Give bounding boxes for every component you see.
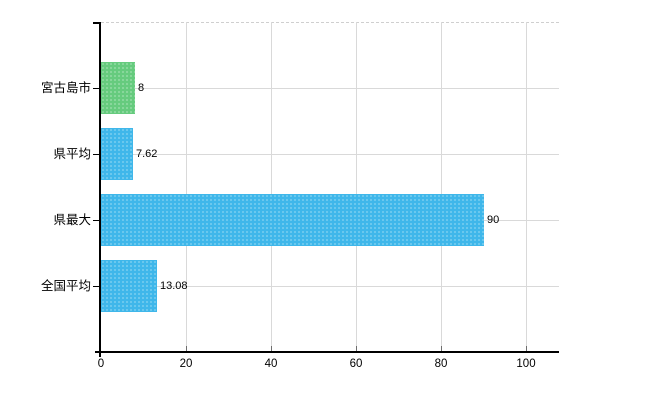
gridline-horizontal	[101, 88, 559, 89]
gridline-vertical	[356, 22, 357, 352]
category-label: 県平均	[53, 147, 91, 161]
gridline-horizontal	[101, 286, 559, 287]
bar-3	[101, 194, 484, 246]
gridline-vertical	[441, 22, 442, 352]
category-tick	[93, 286, 101, 287]
gridline-horizontal	[101, 154, 559, 155]
category-tick	[93, 154, 101, 155]
value-label: 8	[138, 82, 145, 94]
gridline-vertical	[186, 22, 187, 352]
x-axis-tick	[271, 346, 272, 351]
category-tick	[93, 220, 101, 221]
bar-2	[101, 128, 133, 180]
x-tick-label: 40	[264, 358, 278, 370]
x-axis-tick	[441, 346, 442, 351]
x-axis-tick	[526, 346, 527, 351]
gridline-vertical	[526, 22, 527, 352]
bar-1	[101, 62, 135, 114]
category-label: 全国平均	[40, 279, 91, 293]
category-label: 宮古島市	[40, 81, 91, 95]
value-label: 90	[487, 214, 500, 226]
value-label: 13.08	[160, 280, 188, 292]
x-axis-tick	[356, 346, 357, 351]
y-axis-top-tick	[93, 22, 101, 24]
x-axis-tick	[186, 346, 187, 351]
category-label: 県最大	[53, 213, 91, 227]
bar-4	[101, 260, 157, 312]
plot-area	[101, 22, 559, 352]
y-axis	[99, 22, 101, 357]
category-tick	[93, 88, 101, 89]
x-axis	[95, 351, 559, 353]
x-tick-label: 80	[434, 358, 448, 370]
x-tick-label: 100	[516, 358, 536, 370]
x-tick-label: 20	[179, 358, 193, 370]
x-tick-label: 60	[349, 358, 363, 370]
value-label: 7.62	[136, 148, 158, 160]
x-tick-label: 0	[97, 358, 105, 370]
gridline-vertical	[271, 22, 272, 352]
